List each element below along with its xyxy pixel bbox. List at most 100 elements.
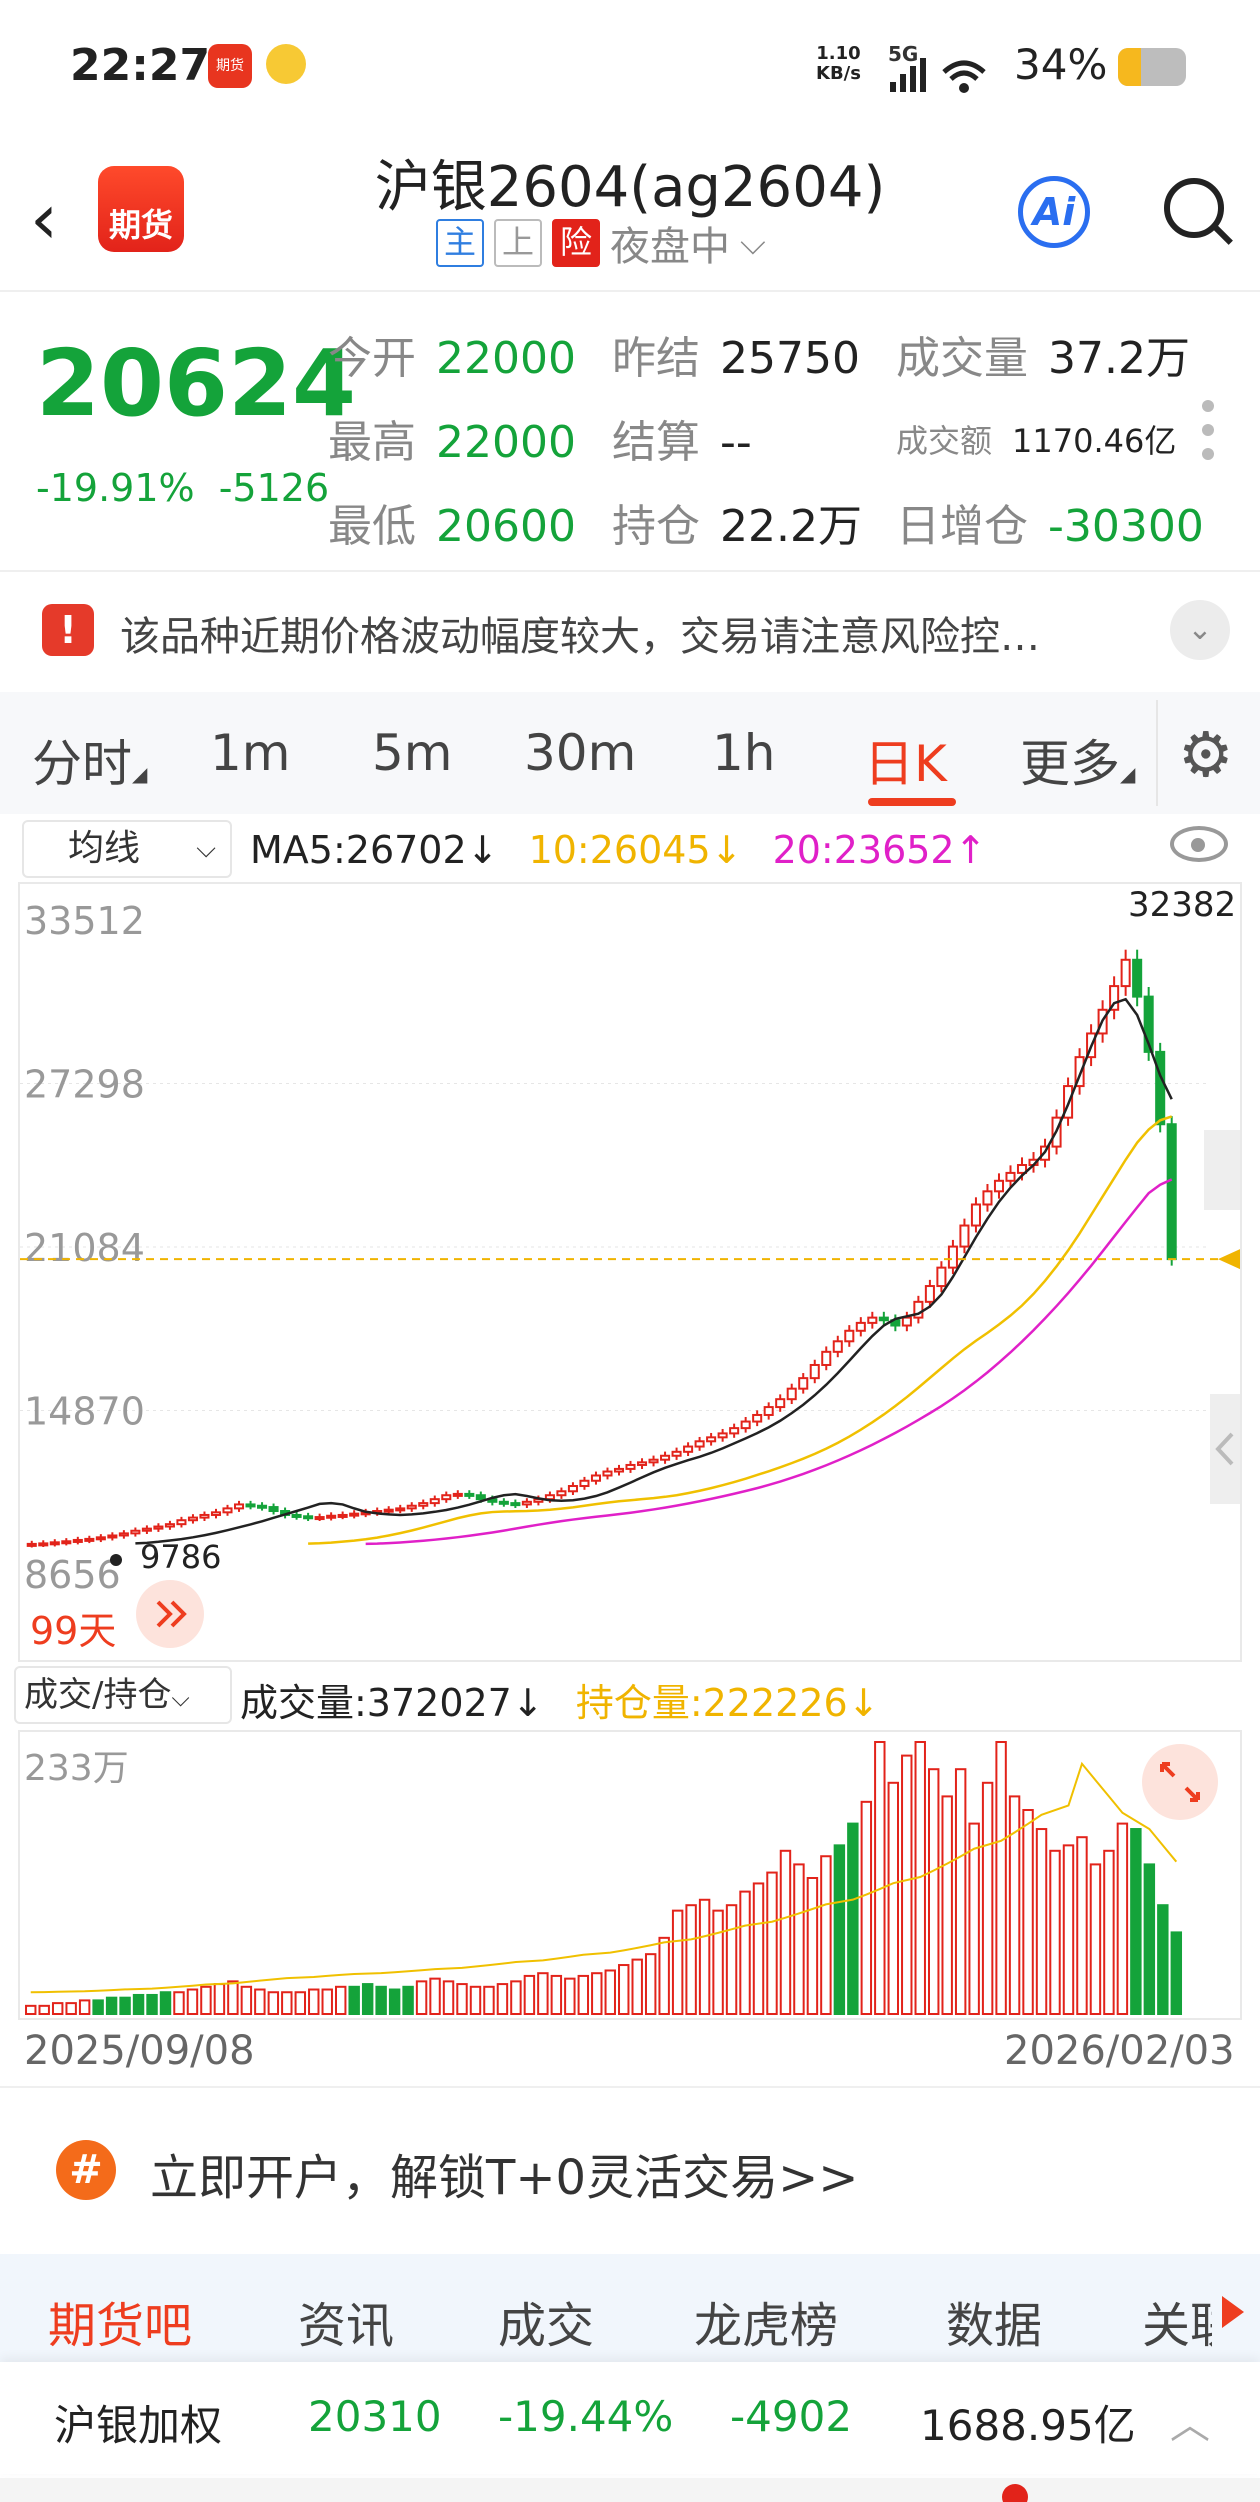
volume-bar: [1049, 1849, 1061, 2015]
chevron-up-icon[interactable]: ︿: [1170, 2402, 1210, 2448]
candle: [556, 1490, 567, 1497]
candle: [729, 1427, 740, 1435]
tab-top-traders[interactable]: 龙虎榜: [694, 2298, 839, 2354]
tab-news[interactable]: 资讯: [298, 2298, 395, 2354]
tab-trades[interactable]: 成交: [498, 2298, 595, 2354]
candle: [590, 1474, 602, 1482]
candle: [130, 1529, 141, 1535]
volume-bar: [254, 1988, 266, 2015]
volume-bar: [591, 1972, 603, 2015]
chevron-down-icon[interactable]: ⌵: [740, 223, 766, 263]
candle: [314, 1516, 325, 1521]
candle: [844, 1329, 855, 1343]
candle: [970, 1203, 981, 1227]
tab-more[interactable]: 更多◢: [1020, 735, 1136, 793]
tab-timeshare[interactable]: 分时◢: [32, 735, 148, 793]
candle: [452, 1492, 463, 1497]
volume-bar: [25, 2004, 37, 2015]
candle: [326, 1514, 337, 1519]
volume-bar: [604, 1969, 616, 2015]
volume-bar: [442, 1980, 455, 2015]
volume-bar: [981, 1781, 994, 2015]
low-point-marker: [110, 1554, 122, 1566]
kline-chart[interactable]: 33512 27298 21084 14870 8656 32382 9786 99天: [18, 882, 1244, 1662]
volume-bar: [348, 1985, 360, 2016]
volume-bar: [523, 1974, 536, 2015]
volume-bar: [78, 1999, 91, 2015]
search-icon[interactable]: [1164, 178, 1224, 238]
expand-arrows-glyph: [1160, 1762, 1200, 1802]
volume-bar: [415, 1980, 428, 2015]
candle: [118, 1532, 129, 1537]
candle: [694, 1440, 705, 1448]
candle: [602, 1470, 613, 1477]
candle: [164, 1523, 175, 1528]
volume-bar: [496, 1983, 509, 2016]
tab-1m[interactable]: 1m: [210, 724, 291, 782]
indicator-select[interactable]: 均线 ⌵: [22, 820, 232, 878]
index-change-percent: -19.44%: [498, 2392, 674, 2441]
candle: [95, 1536, 106, 1541]
collapse-panel-handle: [1210, 1394, 1240, 1504]
low-price-label: 9786: [140, 1538, 221, 1576]
network-speed-value: 1.10: [816, 43, 861, 64]
candle: [84, 1537, 95, 1542]
risk-banner[interactable]: [0, 572, 1260, 692]
candle: [210, 1511, 222, 1516]
volume-bar: [213, 1983, 226, 2016]
candle: [233, 1503, 245, 1510]
tab-1h[interactable]: 1h: [712, 724, 776, 782]
volume-bar: [1103, 1849, 1115, 2015]
session-status: 夜盘中: [610, 224, 730, 270]
candle: [706, 1436, 717, 1443]
network-speed-unit: KB/s: [816, 63, 861, 84]
candle: [291, 1513, 302, 1518]
more-options-icon[interactable]: [1202, 400, 1216, 472]
volume-indicator-select[interactable]: 成交/持仓⌵: [14, 1666, 232, 1724]
tab-forum[interactable]: 期货吧: [48, 2298, 193, 2354]
volume-bar: [685, 1904, 697, 2015]
period-tabs: [0, 692, 1260, 814]
candle: [1109, 985, 1120, 1011]
volume-bar: [1116, 1822, 1129, 2015]
tab-daily-k[interactable]: 日K: [864, 735, 947, 793]
status-time: 22:27: [70, 40, 211, 91]
gear-icon[interactable]: ⚙: [1178, 718, 1234, 791]
tab-related[interactable]: 关联: [1142, 2298, 1212, 2354]
ai-assistant-button[interactable]: Ai: [1018, 176, 1090, 248]
weighted-index-bar[interactable]: [0, 2362, 1260, 2474]
volume-bar: [766, 1871, 778, 2015]
expand-chevron-icon[interactable]: ⌄: [1170, 600, 1230, 660]
candle: [498, 1500, 509, 1505]
eye-icon[interactable]: [1170, 826, 1228, 862]
volume-bar: [186, 1988, 199, 2015]
candle: [487, 1498, 498, 1503]
candle: [878, 1316, 889, 1322]
back-button[interactable]: ‹: [30, 178, 58, 260]
volume-chart[interactable]: 233万: [18, 1730, 1242, 2020]
volume-bar: [793, 1863, 805, 2015]
candle: [855, 1321, 866, 1332]
index-price: 20310: [308, 2392, 442, 2441]
volume-bar: [725, 1904, 738, 2015]
candle: [1005, 1171, 1016, 1182]
open-account-promo[interactable]: 立即开户，解锁T+0灵活交易>>: [150, 2150, 859, 2206]
quote-turnover: 成交额 1170.46亿: [896, 422, 1177, 460]
network-speed: 1.10 KB/s: [816, 44, 861, 84]
tab-data[interactable]: 数据: [946, 2298, 1043, 2354]
scroll-right-icon[interactable]: [1222, 2296, 1244, 2328]
quote-oi-change: 日增仓 -30300: [896, 501, 1204, 552]
tab-5m[interactable]: 5m: [372, 724, 453, 782]
volume-bar: [874, 1741, 886, 2015]
volume-bar: [833, 1844, 846, 2015]
candle: [429, 1498, 440, 1505]
y-tick-label: 8656: [24, 1553, 121, 1597]
quote-volume: 成交量 37.2万: [896, 333, 1190, 384]
y-tick-label: 33512: [24, 899, 145, 943]
quote-open: 今开 22000: [328, 333, 576, 384]
volume-bar: [200, 1985, 212, 2016]
tab-30m[interactable]: 30m: [524, 724, 637, 782]
divider: [0, 570, 1260, 572]
volume-bar: [752, 1882, 765, 2015]
volume-bar: [901, 1754, 913, 2015]
